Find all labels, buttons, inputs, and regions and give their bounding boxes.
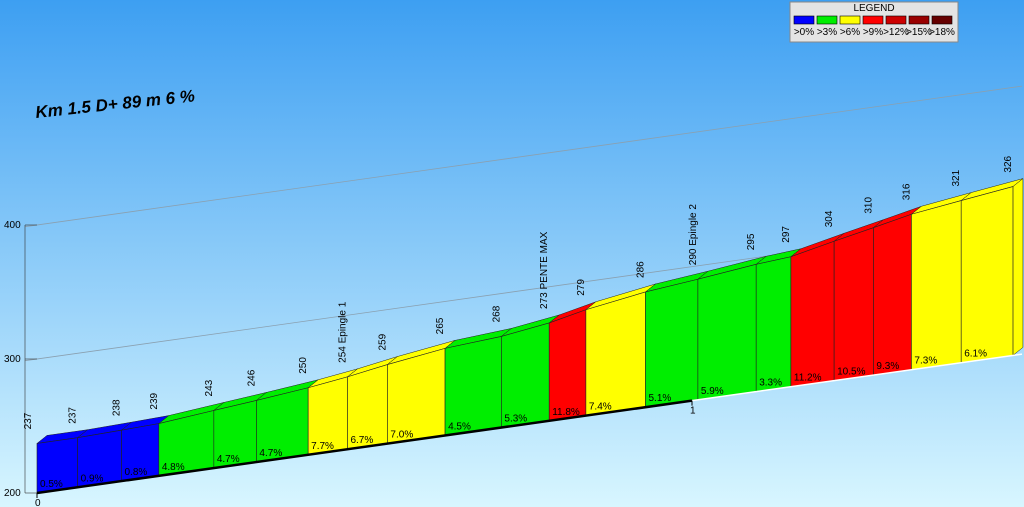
x-tick-label: 0	[35, 498, 41, 507]
legend-swatch	[885, 15, 907, 25]
altitude-label: 259	[377, 333, 388, 350]
gradient-label: 7.7%	[311, 441, 334, 452]
legend: LEGEND >0% >3% >6% >9% >12%>15%>18%	[789, 1, 959, 43]
legend-title: LEGEND	[853, 3, 894, 14]
altitude-label: 297	[781, 226, 792, 243]
altitude-label: 237	[23, 412, 34, 429]
gradient-label: 3.3%	[759, 378, 782, 389]
y-tick-label: 300	[4, 354, 21, 365]
altitude-label: 238	[111, 399, 122, 416]
segment	[585, 291, 646, 416]
baseline	[36, 399, 693, 495]
segment	[755, 256, 792, 392]
gradient-label: 5.3%	[504, 414, 527, 425]
legend-label: >3%	[817, 27, 837, 38]
legend-label: >12%	[883, 27, 909, 38]
altitude-label: 254 Epingle 1	[337, 301, 348, 363]
legend-swatch	[931, 15, 953, 25]
segment	[833, 227, 874, 381]
legend-label: >15%	[906, 27, 932, 38]
altitude-label: 321	[951, 169, 962, 186]
altitude-label: 273 PENTE MAX	[539, 231, 550, 309]
gradient-label: 0.5%	[40, 479, 63, 490]
x-tick-label: 1	[690, 406, 696, 417]
altitude-label: 237	[68, 407, 79, 424]
altitude-label: 290 Epingle 2	[688, 204, 699, 266]
altitude-label: 310	[863, 197, 874, 214]
gradient-label: 6.7%	[350, 435, 373, 446]
segment	[911, 200, 962, 371]
altitude-label: 304	[824, 210, 835, 227]
gradient-label: 4.7%	[259, 448, 282, 459]
altitude-label: 246	[246, 369, 257, 386]
gradient-label: 4.7%	[217, 454, 240, 465]
altitude-label: 265	[435, 317, 446, 334]
gradient-label: 5.1%	[648, 393, 671, 404]
segment	[960, 186, 1014, 364]
gradient-label: 5.9%	[701, 386, 724, 397]
legend-swatch	[839, 15, 861, 25]
altitude-label: 326	[1003, 155, 1014, 172]
altitude-label: 268	[491, 305, 502, 322]
gradient-label: 0.8%	[124, 467, 147, 478]
grid-line	[24, 85, 1023, 228]
legend-label: >6%	[840, 27, 860, 38]
legend-swatch	[862, 15, 884, 25]
altitude-label: 295	[746, 233, 757, 250]
altitude-label: 250	[298, 357, 309, 374]
y-tick-label: 200	[4, 488, 21, 499]
legend-label: >18%	[929, 27, 955, 38]
legend-swatch	[793, 15, 815, 25]
gradient-label: 9.3%	[876, 361, 899, 372]
gradient-label: 7.3%	[914, 356, 937, 367]
segment	[697, 263, 757, 401]
gradient-label: 10.5%	[837, 367, 865, 378]
segment	[790, 240, 835, 388]
legend-swatch	[816, 15, 838, 25]
segment	[501, 322, 550, 428]
altitude-label: 286	[635, 261, 646, 278]
legend-label: >9%	[863, 27, 883, 38]
legend-swatch	[908, 15, 930, 25]
segment	[548, 309, 587, 422]
baseline-end	[691, 353, 1023, 402]
legend-label: >0%	[794, 27, 814, 38]
gradient-label: 7.0%	[390, 430, 413, 441]
segment	[873, 213, 912, 376]
gradient-label: 4.8%	[162, 462, 185, 473]
segment	[645, 278, 699, 408]
gradient-label: 11.8%	[552, 407, 580, 418]
gradient-label: 0.9%	[81, 473, 104, 484]
segment-side	[1012, 178, 1024, 356]
altitude-label: 279	[576, 279, 587, 296]
altitude-label: 239	[149, 392, 160, 409]
gradient-label: 7.4%	[589, 402, 612, 413]
gradient-label: 11.2%	[794, 373, 822, 384]
gradient-label: 4.5%	[448, 421, 471, 432]
gradient-label: 6.1%	[964, 349, 987, 360]
y-tick-label: 400	[4, 220, 21, 231]
altitude-label: 316	[901, 183, 912, 200]
altitude-label: 243	[204, 379, 215, 396]
